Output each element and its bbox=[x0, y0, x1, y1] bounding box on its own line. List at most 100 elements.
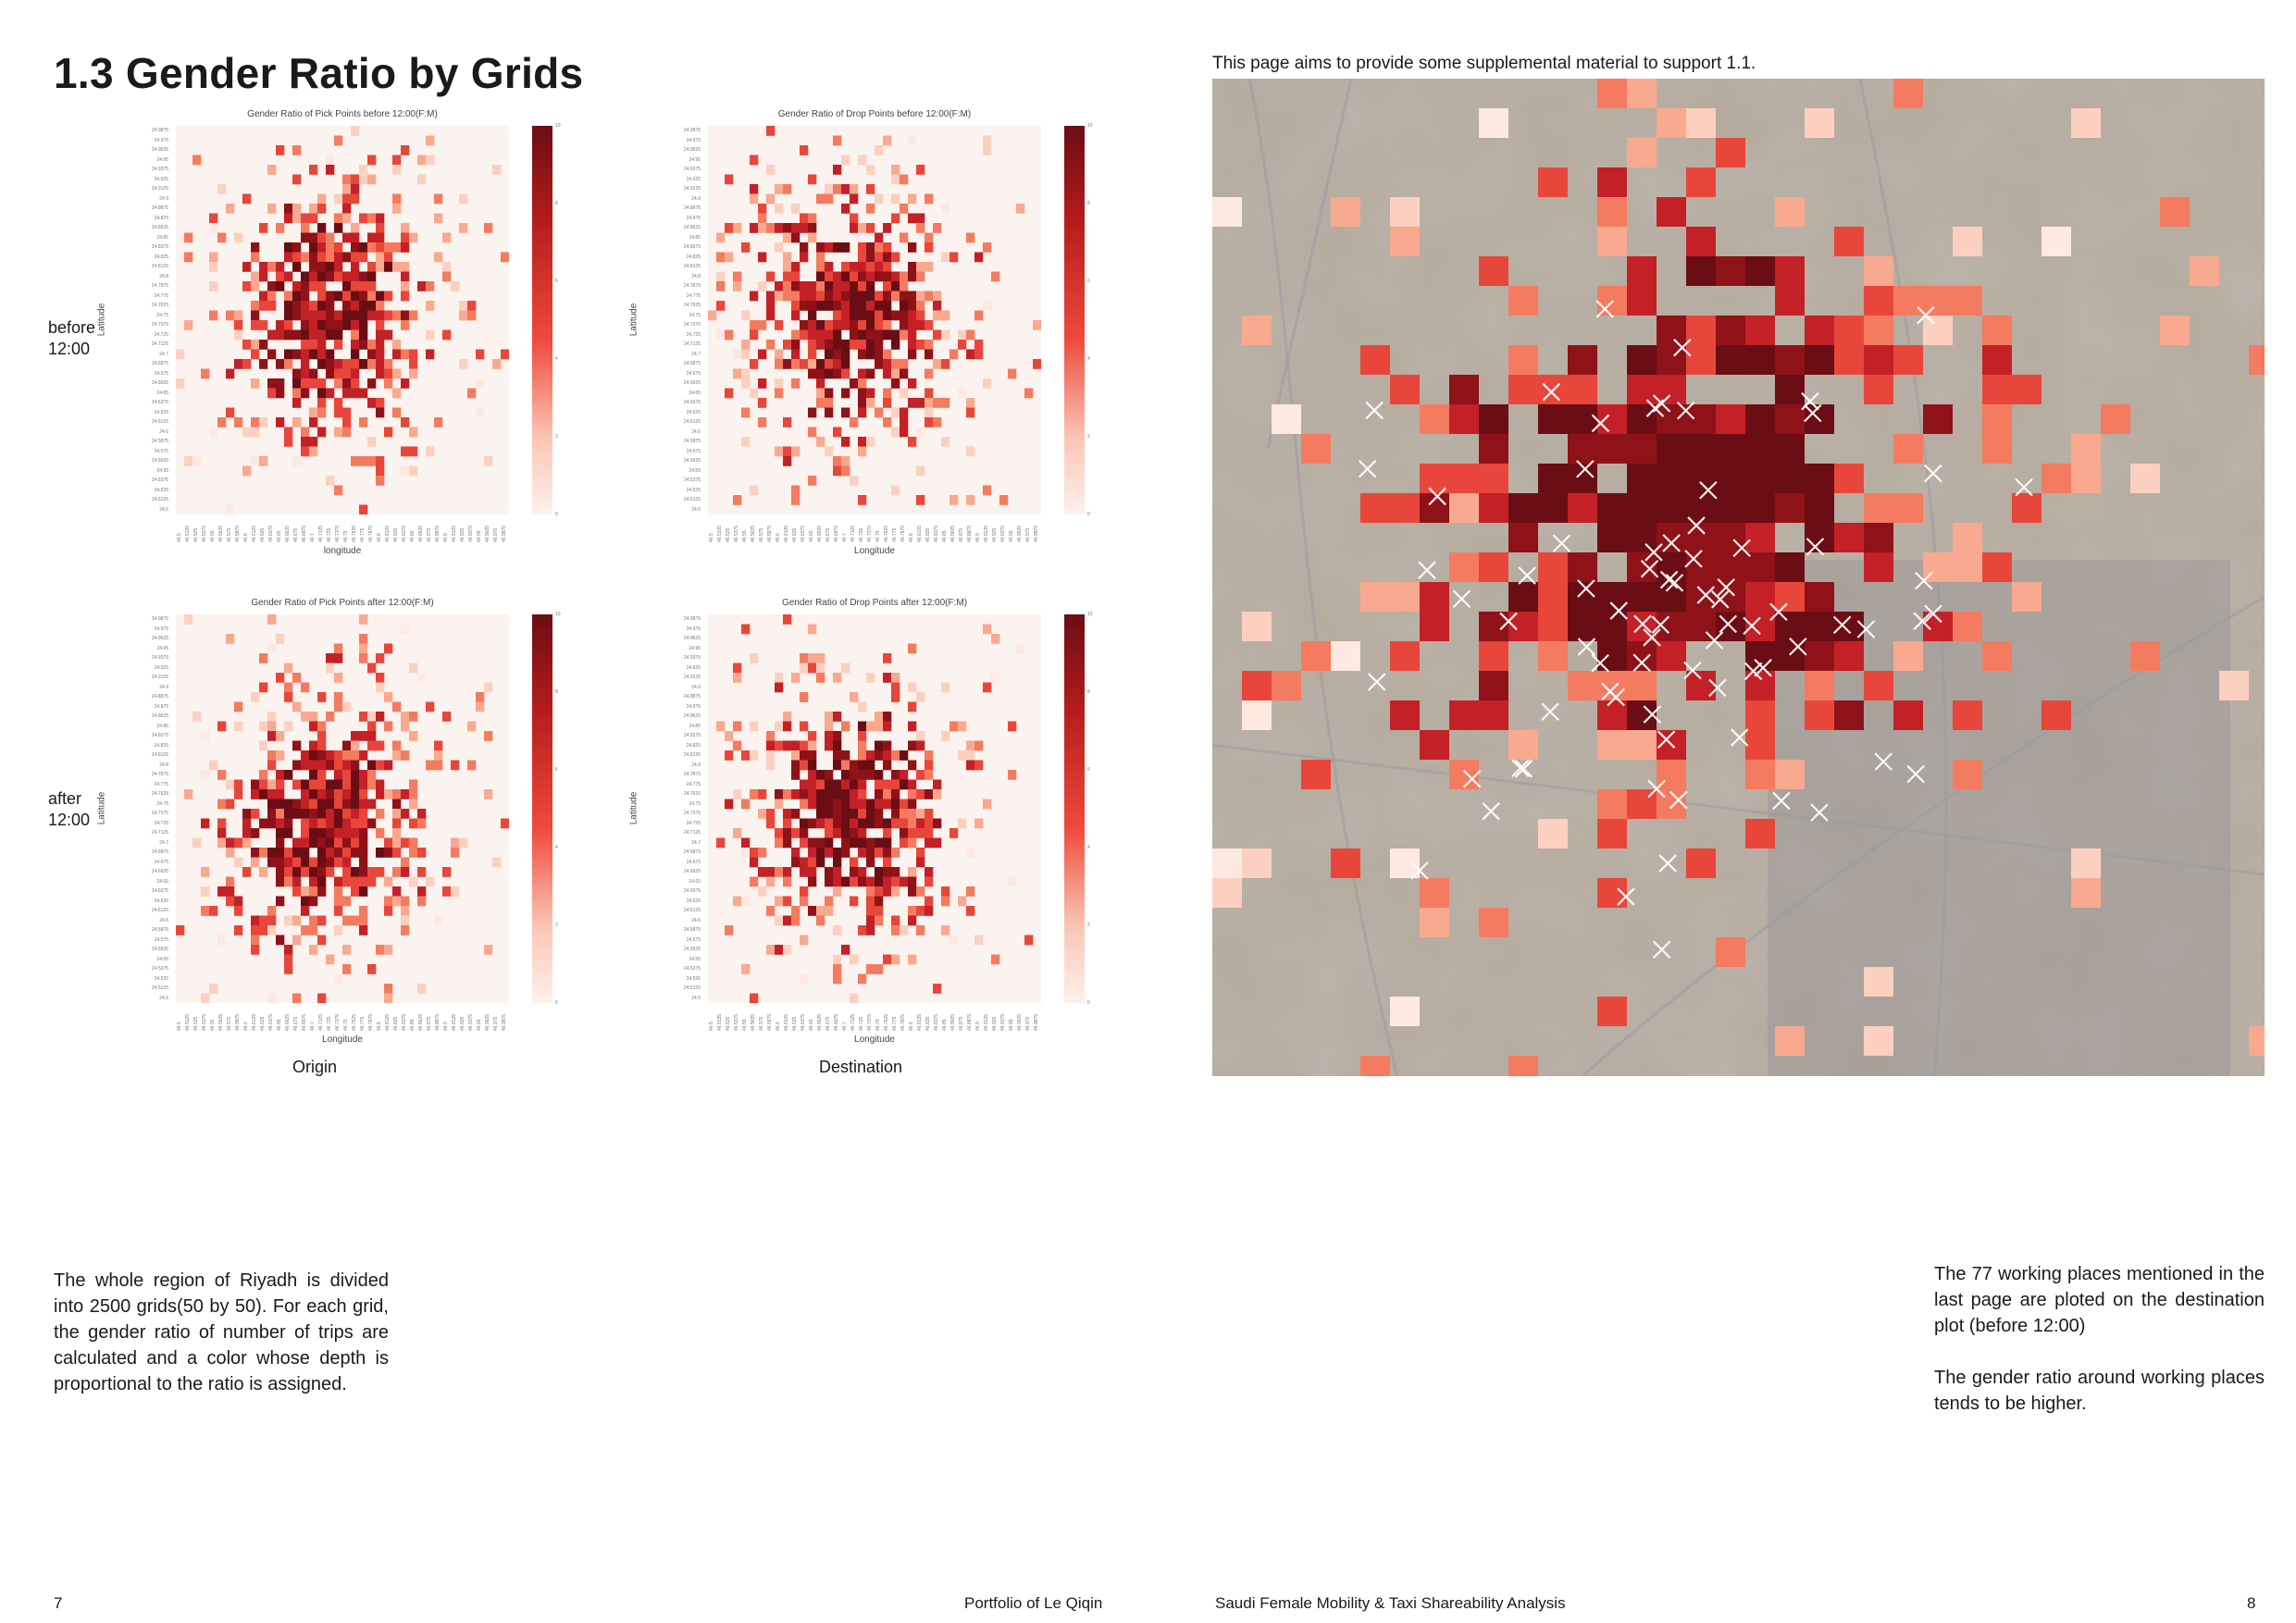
heatmap-cell bbox=[401, 837, 410, 849]
heatmap-cell bbox=[284, 867, 293, 877]
heatmap-cell bbox=[284, 876, 293, 887]
heatmap-cell bbox=[858, 760, 867, 771]
heatmap-cell bbox=[292, 349, 302, 360]
heatmap-cell bbox=[259, 740, 268, 751]
x-tick-label: 46.7375 bbox=[867, 525, 873, 542]
heatmap-cell bbox=[1024, 935, 1034, 946]
heatmap-cell bbox=[334, 193, 343, 204]
workplace-marker bbox=[1452, 589, 1471, 609]
heatmap-cell bbox=[808, 427, 817, 438]
heatmap-cell bbox=[716, 252, 726, 263]
heatmap-cell bbox=[351, 329, 360, 341]
colorbar-tick: 6 bbox=[1087, 279, 1090, 284]
map-grid-cell bbox=[2042, 227, 2071, 256]
heatmap-cell bbox=[825, 789, 834, 799]
heatmap-cell bbox=[251, 349, 260, 360]
x-tick-label: 46.6875 bbox=[302, 1013, 307, 1031]
heatmap-cell bbox=[816, 437, 825, 447]
heatmap-cell bbox=[766, 760, 776, 771]
map-grid-cell bbox=[1864, 523, 1893, 552]
heatmap-cell bbox=[342, 828, 352, 838]
heatmap-cell bbox=[326, 310, 335, 321]
heatmap-cell bbox=[783, 740, 792, 751]
heatmap-cell bbox=[833, 964, 842, 974]
map-grid-cell bbox=[1716, 937, 1745, 967]
heatmap-cell bbox=[334, 340, 343, 350]
heatmap-cell bbox=[908, 271, 917, 282]
map-grid-cell bbox=[1805, 671, 1834, 700]
heatmap-cell bbox=[384, 310, 393, 321]
heatmap-cell bbox=[866, 368, 875, 379]
workplace-marker bbox=[1769, 602, 1788, 622]
heatmap-cell bbox=[875, 359, 884, 369]
workplace-marker bbox=[1632, 653, 1651, 673]
heatmap-cell bbox=[850, 789, 859, 799]
map-grid-cell bbox=[1953, 286, 1982, 316]
x-tick-label: 46.625 bbox=[792, 527, 798, 542]
map-grid-cell bbox=[1864, 345, 1893, 375]
heatmap-cell bbox=[209, 281, 218, 291]
heatmap-cell bbox=[966, 349, 975, 360]
workplace-marker bbox=[1365, 401, 1384, 420]
heatmap-cell bbox=[841, 828, 850, 838]
heatmap-cell bbox=[342, 378, 352, 389]
heatmap-cell bbox=[317, 427, 327, 438]
heatmap-cell bbox=[292, 213, 302, 224]
heatmap-cell bbox=[841, 770, 850, 780]
heatmap-cell bbox=[342, 271, 352, 282]
workplace-marker bbox=[1708, 678, 1727, 698]
x-tick-label: 46.9125 bbox=[984, 525, 989, 542]
heatmap-cell bbox=[725, 329, 734, 341]
heatmap-cell bbox=[775, 721, 784, 732]
heatmap-cell bbox=[750, 193, 759, 204]
x-tick-label: 46.7125 bbox=[850, 525, 856, 542]
heatmap-cell bbox=[733, 368, 742, 379]
x-tick-label: 46.55 bbox=[210, 1019, 216, 1031]
heatmap-cell bbox=[192, 155, 202, 166]
heatmap-cell bbox=[301, 925, 310, 935]
map-grid-cell bbox=[2071, 108, 2101, 138]
heatmap-cell bbox=[974, 760, 984, 771]
heatmap-cell bbox=[359, 271, 368, 282]
heatmap-cell bbox=[716, 301, 726, 311]
heatmap-cell bbox=[367, 867, 377, 877]
map-grid-cell bbox=[1479, 908, 1508, 937]
chart-title: Gender Ratio of Pick Points before 12:00… bbox=[247, 109, 438, 119]
map-grid-cell bbox=[2219, 671, 2249, 700]
heatmap-cell bbox=[367, 437, 377, 447]
heatmap-cell bbox=[359, 770, 368, 780]
x-tick-label: 46.9375 bbox=[468, 525, 474, 542]
heatmap-cell bbox=[833, 886, 842, 897]
heatmap-cell bbox=[267, 721, 277, 732]
heatmap-cell bbox=[334, 427, 343, 438]
heatmap-cell bbox=[367, 155, 377, 166]
heatmap-cell bbox=[833, 242, 842, 253]
heatmap-cell bbox=[925, 837, 934, 849]
heatmap-cell bbox=[259, 223, 268, 233]
heatmap-cell bbox=[875, 252, 884, 263]
heatmap-cell bbox=[334, 252, 343, 263]
heatmap-cell bbox=[376, 673, 385, 683]
heatmap-cell bbox=[958, 388, 967, 399]
heatmap-cell bbox=[866, 329, 875, 341]
heatmap-cell bbox=[825, 320, 834, 330]
heatmap-cell bbox=[284, 915, 293, 926]
map-grid-cell bbox=[1716, 345, 1745, 375]
heatmap-cell bbox=[750, 876, 759, 887]
heatmap-cell bbox=[251, 281, 260, 291]
heatmap-cell bbox=[376, 213, 385, 224]
x-tick-label: 46.575 bbox=[759, 527, 764, 542]
map-grid-cell bbox=[1331, 641, 1360, 671]
heatmap-cell bbox=[309, 925, 318, 935]
map-grid-cell bbox=[1538, 552, 1568, 582]
heatmap-cell bbox=[908, 886, 917, 897]
x-tick-label: 46.9 bbox=[443, 1022, 449, 1031]
heatmap-cell bbox=[883, 135, 892, 146]
heatmap-grid bbox=[176, 126, 509, 514]
heatmap-cell bbox=[883, 721, 892, 732]
map-grid-cell bbox=[1686, 345, 1716, 375]
heatmap-cell bbox=[766, 809, 776, 819]
heatmap-cell bbox=[292, 701, 302, 712]
heatmap-cell bbox=[974, 740, 984, 751]
heatmap-cell bbox=[925, 906, 934, 916]
